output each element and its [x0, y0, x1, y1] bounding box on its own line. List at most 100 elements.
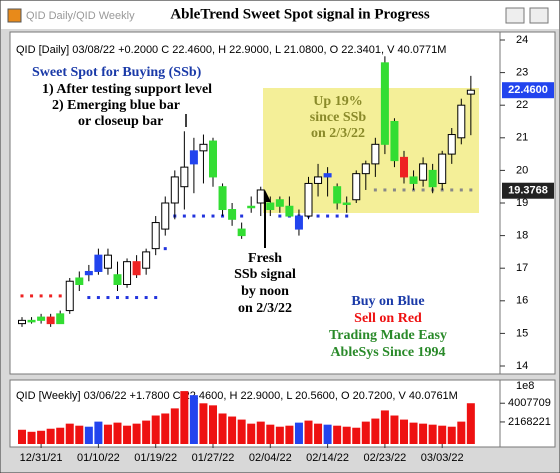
- y-tick-label: 22: [516, 99, 528, 111]
- volume-bar: [56, 427, 65, 444]
- candle-body: [199, 143, 208, 152]
- signal-dot: [144, 296, 148, 300]
- volume-bar: [323, 424, 332, 444]
- volume-bar: [438, 425, 447, 444]
- tab-label[interactable]: QID Daily/QID Weekly: [26, 10, 135, 22]
- candle-body: [237, 228, 246, 237]
- chart-title: AbleTrend Sweet Spot signal in Progress: [170, 6, 429, 22]
- y-tick-label: 14: [516, 360, 528, 372]
- signal-dot: [421, 188, 425, 192]
- volume-bar: [65, 423, 74, 444]
- x-tick-label: 02/04/22: [249, 452, 292, 464]
- y-tick-label: 24: [516, 34, 528, 46]
- volume-bar: [256, 421, 265, 444]
- signal-dot: [30, 294, 34, 298]
- volume-bar: [113, 422, 122, 444]
- volume-bar: [84, 426, 93, 444]
- candle-body: [75, 277, 84, 286]
- candle-body: [419, 163, 428, 181]
- annotation: on 2/3/22: [311, 126, 365, 141]
- signal-dot: [278, 214, 282, 218]
- signal-dot: [326, 214, 330, 218]
- signal-dot: [373, 188, 377, 192]
- signal-dot: [459, 188, 463, 192]
- legend-text: Sell on Red: [354, 311, 422, 326]
- volume-bar: [199, 403, 208, 444]
- candle-body: [113, 274, 122, 286]
- annotation: SSb signal: [234, 267, 296, 282]
- x-tick-label: 12/31/21: [20, 452, 63, 464]
- candle-body: [37, 316, 46, 321]
- last-value-label: 22.4600: [508, 84, 548, 96]
- annotation: Up 19%: [313, 94, 362, 109]
- candle-body: [400, 156, 408, 178]
- candle-body: [228, 209, 237, 220]
- volume-bar: [75, 425, 84, 444]
- candle-body: [390, 121, 399, 162]
- legend-text: AbleSys Since 1994: [330, 345, 445, 360]
- volume-bar: [247, 423, 256, 444]
- volume-bar: [333, 425, 342, 444]
- volume-bar: [161, 413, 170, 444]
- signal-dot: [116, 296, 119, 300]
- volume-bar: [94, 421, 103, 444]
- volume-bar: [285, 425, 294, 444]
- y-tick-label: 15: [516, 327, 528, 339]
- signal-dot: [163, 247, 167, 251]
- candle-body: [409, 176, 418, 184]
- signal-dot: [96, 296, 100, 300]
- signal-dot: [125, 296, 129, 300]
- candle-body: [94, 254, 103, 272]
- signal-dot: [87, 296, 91, 300]
- signal-dot: [345, 214, 349, 218]
- volume-bar: [228, 416, 237, 444]
- volume-bar: [342, 426, 351, 444]
- volume-bar: [457, 421, 466, 444]
- y-tick-label: 20: [516, 164, 528, 176]
- volume-scale: 1e8: [516, 380, 534, 392]
- signal-dot: [192, 214, 196, 218]
- volume-bar: [180, 391, 189, 444]
- candle-body: [352, 173, 361, 201]
- volume-bar: [27, 431, 36, 444]
- candle-body: [275, 199, 284, 207]
- annotation: by noon: [241, 284, 289, 299]
- y-tick-label: 4007709: [508, 397, 551, 409]
- volume-bar: [390, 415, 399, 444]
- candle-body: [218, 186, 227, 211]
- legend-text: Trading Made Easy: [329, 328, 447, 343]
- last-value-box: [502, 182, 554, 199]
- y-tick-label: 16: [516, 295, 528, 307]
- y-tick-label: 17: [516, 262, 528, 274]
- volume-bar: [419, 423, 428, 444]
- signal-dot: [383, 188, 387, 192]
- volume-bar: [132, 423, 141, 444]
- app-icon[interactable]: [7, 8, 22, 23]
- candle-body: [247, 205, 256, 209]
- volume-bar: [304, 420, 313, 444]
- signal-dot: [39, 294, 43, 298]
- volume-bar: [189, 395, 198, 444]
- volume-bar: [409, 422, 418, 444]
- candle-body: [466, 89, 475, 95]
- signal-dot: [106, 296, 110, 300]
- volume-bar: [275, 426, 284, 444]
- minimize-button[interactable]: [505, 7, 525, 24]
- volume-bar: [46, 428, 55, 444]
- close-button[interactable]: [529, 7, 549, 24]
- candle-body: [380, 62, 389, 145]
- candle-body: [56, 313, 65, 325]
- signal-dot: [392, 188, 396, 192]
- signal-dot: [58, 294, 62, 298]
- annotation: or closeup bar: [78, 114, 163, 129]
- annotation: 1) After testing support level: [42, 82, 212, 97]
- signal-dot: [182, 214, 186, 218]
- volume-bar: [209, 405, 217, 444]
- x-tick-label: 02/23/22: [363, 452, 406, 464]
- candle-body: [27, 319, 36, 323]
- volume-bar: [352, 427, 361, 444]
- volume-bar: [400, 419, 408, 444]
- volume-bar: [314, 423, 323, 444]
- candle-body: [342, 202, 351, 205]
- y-tick-label: 23: [516, 67, 528, 79]
